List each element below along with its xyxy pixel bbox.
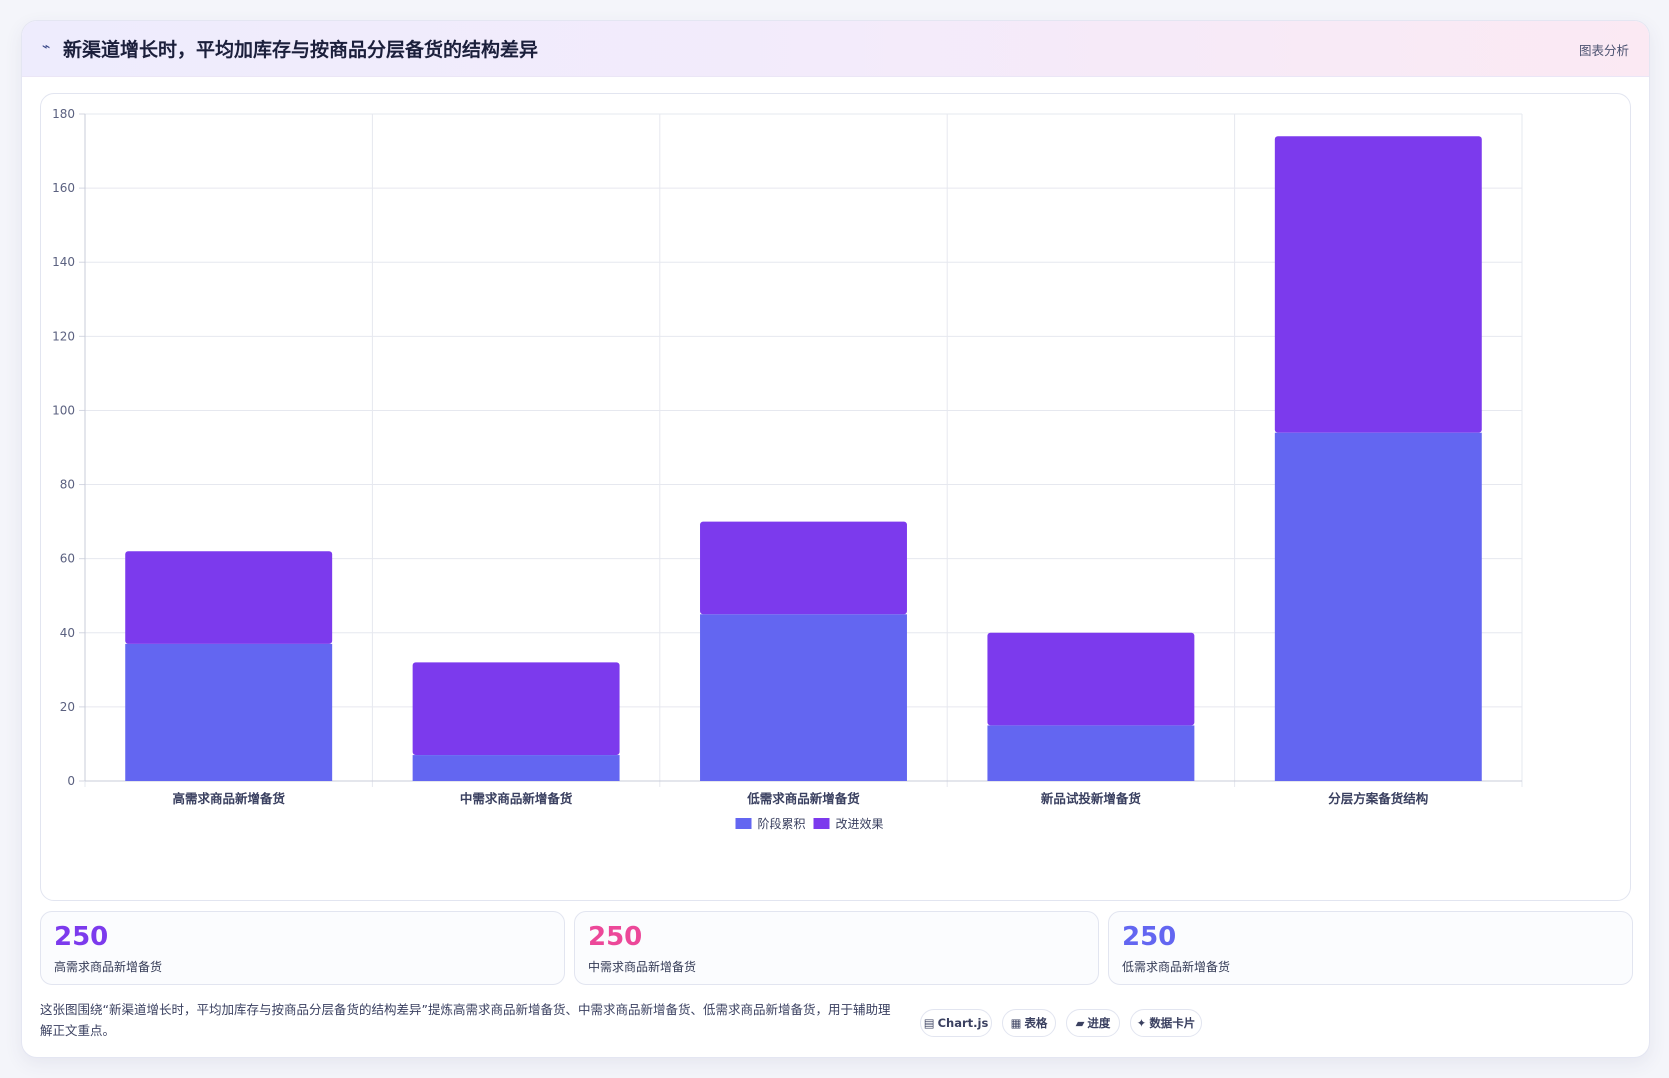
stat-label: 高需求商品新增备货	[54, 960, 163, 974]
chart-icon: ▤	[923, 1016, 935, 1030]
chart-card: ⌁ 新渠道增长时，平均加库存与按商品分层备货的结构差异 图表分析 0 20 40 60…	[21, 20, 1650, 1058]
x-tick-label: 新品试投新增备货	[1041, 791, 1142, 806]
y-tick-label: 160	[52, 181, 75, 195]
bar-stage-cumulative	[412, 755, 620, 781]
chart-analysis-label[interactable]: 图表分析	[1578, 43, 1629, 58]
legend-label: 改进效果	[836, 816, 884, 831]
bar-improvement-effect	[700, 521, 907, 615]
y-tick-label: 40	[60, 626, 75, 640]
bar-stage-cumulative	[1274, 432, 1482, 781]
y-tick-label: 140	[52, 255, 75, 269]
card-icon: ✦	[1136, 1016, 1147, 1030]
y-tick-label: 180	[52, 107, 75, 121]
bar-improvement-effect	[125, 551, 333, 644]
chip-table[interactable]: ▦ 表格	[1002, 1009, 1056, 1037]
bar-improvement-effect	[1274, 136, 1482, 433]
stacked-bar-chart: 0 20 40 60 80 100 120 140 160 180 高需求商品新增备货 中需求商品新增…	[52, 107, 1523, 831]
y-tick-label: 80	[60, 478, 75, 492]
chip-label: 表格	[1024, 1016, 1048, 1030]
chip-chartjs[interactable]: ▤ Chart.js	[920, 1009, 992, 1037]
chip-progress[interactable]: ▰ 进度	[1066, 1009, 1120, 1037]
stat-value: 250	[1122, 922, 1177, 952]
stat-value: 250	[588, 922, 643, 952]
chip-data-card[interactable]: ✦ 数据卡片	[1130, 1009, 1202, 1037]
bar-improvement-effect	[987, 632, 1195, 726]
table-icon: ▦	[1010, 1016, 1022, 1030]
bar-stage-cumulative	[700, 614, 907, 781]
x-tick-label: 分层方案备货结构	[1328, 791, 1428, 806]
card-header: ⌁ 新渠道增长时，平均加库存与按商品分层备货的结构差异 图表分析	[22, 21, 1649, 77]
chart-line-icon: ⌁	[42, 39, 51, 55]
stat-value: 250	[54, 922, 109, 952]
stat-card-high-demand: 250 高需求商品新增备货	[40, 911, 565, 985]
stat-label: 低需求商品新增备货	[1122, 960, 1231, 974]
y-tick-label: 60	[60, 552, 75, 566]
y-tick-label: 120	[52, 329, 75, 343]
legend-swatch	[813, 818, 830, 829]
bar-improvement-effect	[412, 662, 620, 756]
x-tick-label: 高需求商品新增备货	[172, 791, 285, 806]
progress-icon: ▰	[1075, 1016, 1085, 1030]
x-tick-label: 低需求商品新增备货	[746, 791, 860, 806]
stat-card-mid-demand: 250 中需求商品新增备货	[574, 911, 1099, 985]
chip-label: 数据卡片	[1149, 1016, 1196, 1030]
y-tick-label: 0	[67, 774, 75, 788]
chart-panel: 0 20 40 60 80 100 120 140 160 180 高需求商品新增备货 中需求商品新增…	[40, 93, 1631, 901]
legend-swatch	[735, 818, 752, 829]
stat-card-low-demand: 250 低需求商品新增备货	[1108, 911, 1633, 985]
stat-label: 中需求商品新增备货	[588, 960, 697, 974]
x-tick-label: 中需求商品新增备货	[460, 791, 573, 806]
bar-stage-cumulative	[987, 725, 1195, 781]
bar-stage-cumulative	[125, 643, 333, 781]
chart-description: 这张图围绕“新渠道增长时，平均加库存与按商品分层备货的结构差异”提炼高需求商品新…	[40, 1002, 891, 1038]
y-tick-label: 100	[52, 403, 75, 417]
page-title: 新渠道增长时，平均加库存与按商品分层备货的结构差异	[63, 39, 539, 61]
legend-label: 阶段累积	[758, 816, 806, 831]
chip-label: 进度	[1087, 1016, 1111, 1030]
y-tick-label: 20	[60, 700, 75, 714]
chip-label: Chart.js	[937, 1016, 989, 1030]
